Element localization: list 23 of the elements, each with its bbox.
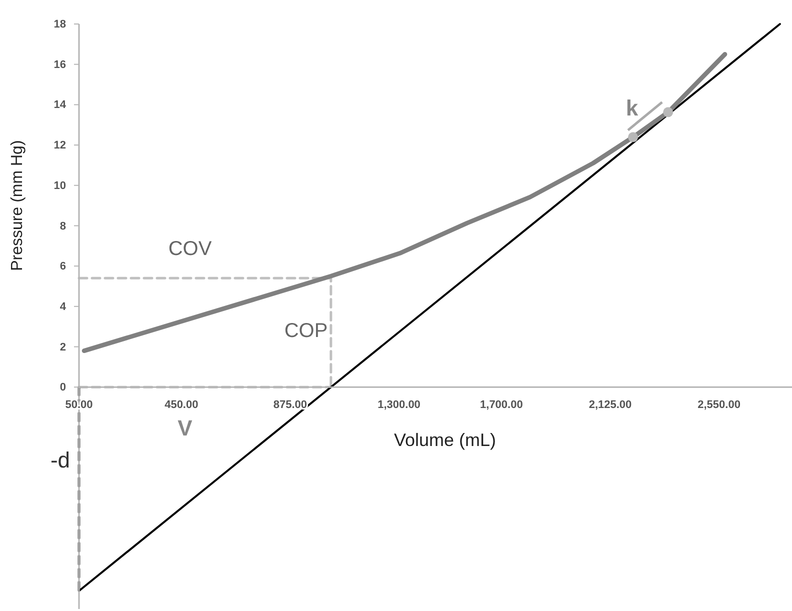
x-tick-label: 1,300.00: [378, 398, 420, 411]
x-tick-label: 875.00: [273, 398, 308, 411]
x-tick-label: 450.00: [164, 398, 198, 411]
annotation: k: [626, 96, 639, 121]
y-tick-label: 10: [54, 180, 66, 192]
y-tick-label: 4: [60, 300, 67, 313]
y-tick-label: 14: [54, 99, 67, 112]
annotation: COV: [168, 238, 212, 260]
y-axis-title: Pressure (mm Hg): [9, 140, 26, 271]
y-tick-label: 0: [60, 382, 66, 394]
y-tick-label: 16: [54, 58, 66, 71]
y-tick-label: 2: [60, 341, 66, 354]
annotation: V: [178, 416, 193, 441]
y-tick-label: 8: [60, 220, 66, 232]
x-tick-label: 1,700.00: [480, 398, 523, 411]
y-tick-label: 6: [60, 260, 66, 273]
x-axis-title: Volume (mL): [394, 430, 496, 450]
text: -d: [50, 448, 70, 473]
annotation: COP: [284, 320, 328, 342]
x-tick-label: 2,125.00: [588, 398, 632, 411]
y-tick-label: 18: [54, 18, 66, 31]
y-tick-label: 12: [54, 140, 66, 152]
x-tick-label: 2,550.00: [698, 398, 740, 411]
